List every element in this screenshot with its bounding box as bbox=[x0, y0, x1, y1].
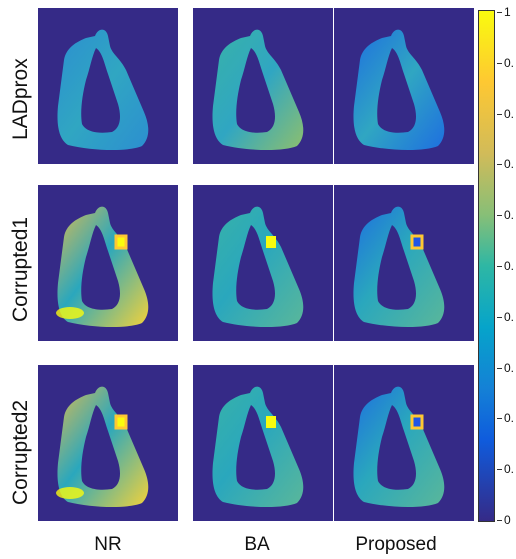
row-label-corrupted1: Corrupted1 bbox=[9, 216, 32, 322]
colorbar-tick-label: 0. bbox=[504, 157, 515, 172]
row-label-corrupted2: Corrupted2 bbox=[9, 399, 32, 505]
colorbar-tick bbox=[497, 164, 502, 166]
colorbar-tick-label: 0 bbox=[504, 513, 511, 527]
colorbar-tick-label: 0. bbox=[504, 106, 515, 121]
map-panel-ladprox-proposed bbox=[334, 8, 474, 164]
colorbar-tick-label: 0. bbox=[504, 259, 515, 273]
map-panel-corrupted1-ba bbox=[193, 185, 333, 341]
colorbar-tick bbox=[497, 520, 502, 521]
map-panel-corrupted2-nr bbox=[38, 365, 178, 521]
colorbar-tick bbox=[497, 215, 502, 217]
colorbar-tick bbox=[497, 113, 502, 115]
map-panel-corrupted1-proposed bbox=[334, 185, 474, 341]
map-panel-corrupted1-nr bbox=[38, 185, 178, 341]
colorbar-tick bbox=[497, 62, 502, 64]
colorbar-tick bbox=[497, 266, 502, 267]
map-panel-corrupted2-ba bbox=[193, 365, 333, 521]
colorbar-tick bbox=[497, 469, 502, 471]
colorbar bbox=[478, 10, 495, 522]
colorbar-tick bbox=[497, 12, 502, 13]
colorbar-tick bbox=[497, 418, 502, 420]
colorbar-tick-label: 0. bbox=[504, 208, 515, 223]
col-label-proposed: Proposed bbox=[355, 534, 437, 555]
map-panel-ladprox-ba bbox=[193, 8, 333, 164]
map-panel-ladprox-nr bbox=[38, 8, 178, 164]
colorbar-tick-label: 0. bbox=[504, 411, 515, 426]
colorbar-tick bbox=[497, 367, 502, 369]
row-label-ladprox: LADprox bbox=[9, 58, 32, 140]
colorbar-tick-label: 1 bbox=[504, 5, 511, 19]
map-panel-corrupted2-proposed bbox=[334, 365, 474, 521]
col-label-ba: BA bbox=[244, 534, 270, 555]
colorbar-tick bbox=[497, 316, 502, 318]
colorbar-tick-label: 0. bbox=[504, 309, 515, 324]
col-label-nr: NR bbox=[94, 534, 122, 555]
colorbar-tick-label: 0. bbox=[504, 360, 515, 375]
colorbar-tick-label: 0. bbox=[504, 55, 515, 70]
colorbar-tick-label: 0. bbox=[504, 462, 515, 477]
